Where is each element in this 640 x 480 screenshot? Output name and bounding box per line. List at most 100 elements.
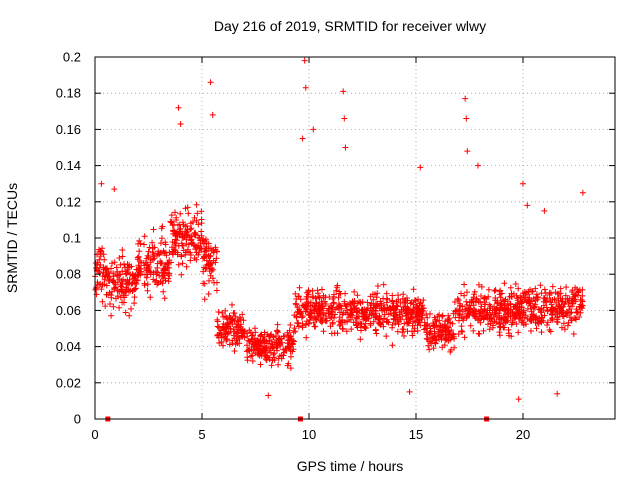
- x-tick-label: 20: [516, 427, 530, 442]
- y-axis-label: SRMTID / TECUs: [4, 183, 20, 293]
- data-point: [431, 314, 438, 321]
- data-point: [301, 57, 308, 64]
- data-point: [215, 334, 222, 341]
- data-point: [222, 324, 228, 330]
- data-point: [392, 320, 399, 327]
- data-point: [503, 305, 509, 312]
- data-point: [130, 275, 137, 282]
- data-point: [560, 313, 567, 320]
- data-point: [430, 345, 437, 352]
- data-point: [543, 304, 550, 311]
- data-point: [405, 305, 412, 312]
- y-tick-label: 0.12: [56, 194, 81, 209]
- data-point: [389, 324, 396, 331]
- data-point: [211, 279, 217, 286]
- data-point: [389, 298, 396, 305]
- y-tick-label: 0.18: [56, 86, 81, 101]
- data-point: [289, 348, 296, 355]
- data-point: [175, 261, 182, 268]
- data-point: [284, 362, 291, 369]
- data-point: [158, 259, 165, 266]
- data-point: [162, 249, 169, 256]
- data-point: [496, 312, 503, 319]
- data-point: [531, 304, 538, 311]
- data-point: [281, 349, 288, 356]
- data-point: [391, 307, 398, 314]
- data-point: [310, 126, 317, 133]
- data-point: [173, 217, 180, 223]
- data-point: [376, 314, 383, 320]
- data-point: [143, 274, 150, 281]
- y-tick-label: 0.04: [56, 339, 81, 354]
- data-point: [96, 246, 102, 253]
- data-point: [162, 277, 169, 284]
- data-point: [379, 319, 386, 326]
- data-point: [230, 310, 237, 316]
- data-point: [469, 308, 476, 315]
- data-point: [99, 281, 106, 288]
- data-point: [532, 285, 539, 292]
- data-point: [101, 276, 108, 283]
- data-point: [99, 298, 106, 305]
- data-point: [202, 251, 209, 258]
- data-point: [380, 281, 387, 288]
- data-point: [498, 302, 505, 309]
- data-point: [538, 305, 545, 312]
- data-point: [174, 249, 181, 256]
- data-point: [493, 306, 500, 313]
- data-point: [282, 346, 289, 353]
- data-point: [475, 162, 481, 169]
- data-point: [369, 291, 376, 298]
- data-point: [109, 260, 115, 267]
- data-point: [472, 315, 479, 322]
- data-point: [442, 324, 449, 331]
- data-point: [315, 310, 322, 317]
- data-point: [303, 334, 310, 341]
- data-point: [329, 320, 336, 327]
- data-point: [253, 345, 260, 352]
- data-point: [230, 326, 237, 333]
- data-point: [266, 337, 273, 344]
- data-point: [193, 201, 200, 208]
- data-point: [187, 226, 194, 233]
- data-point: [244, 354, 251, 361]
- data-point: [561, 301, 568, 308]
- data-point: [257, 361, 264, 368]
- data-point: [541, 207, 548, 214]
- data-point: [354, 292, 361, 299]
- data-point: [411, 328, 418, 335]
- data-point: [246, 338, 253, 345]
- data-point: [524, 202, 531, 209]
- data-point: [296, 284, 303, 291]
- data-point: [110, 270, 117, 277]
- data-point: [274, 343, 281, 350]
- data-point: [315, 290, 321, 297]
- data-point: [168, 212, 175, 219]
- data-point: [432, 333, 439, 339]
- data-point: [114, 272, 121, 279]
- data-point: [461, 281, 468, 288]
- data-point: [134, 254, 141, 261]
- data-point: [208, 260, 215, 266]
- data-point: [150, 276, 157, 283]
- data-point: [450, 331, 457, 338]
- data-point: [312, 316, 319, 322]
- data-point: [113, 295, 119, 302]
- data-point: [560, 303, 567, 310]
- data-point: [229, 301, 235, 308]
- data-point: [451, 299, 458, 305]
- data-point: [205, 252, 212, 259]
- x-tick-label: 0: [91, 427, 98, 442]
- data-point: [563, 309, 570, 316]
- data-point: [234, 329, 241, 336]
- data-point: [465, 312, 472, 319]
- data-point: [120, 292, 127, 299]
- data-point: [343, 328, 350, 335]
- data-point: [370, 296, 377, 303]
- data-point: [285, 332, 292, 339]
- data-point: [200, 268, 207, 275]
- data-point: [518, 319, 525, 326]
- data-point: [507, 284, 514, 291]
- data-point: [257, 349, 264, 356]
- data-point: [407, 300, 414, 307]
